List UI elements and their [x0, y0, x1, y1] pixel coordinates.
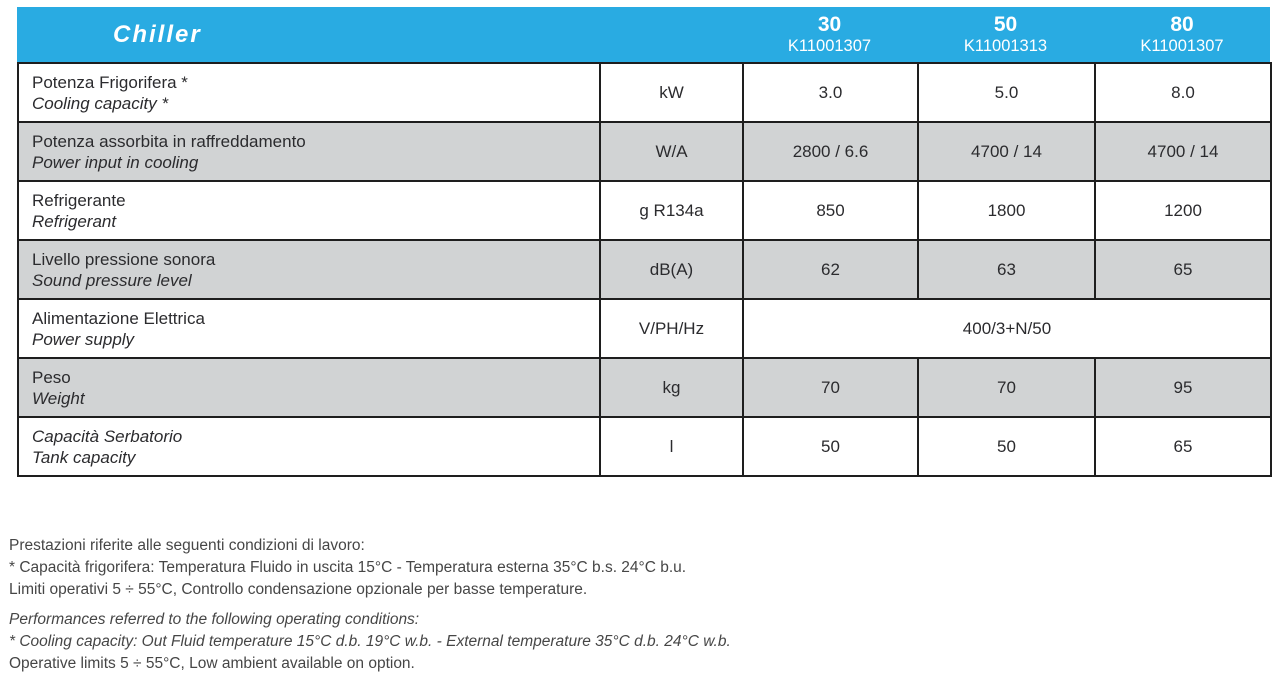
- table-row-tank-capacity: Capacità Serbatorio Tank capacity l 50 5…: [17, 416, 1272, 477]
- row-value-model-50: 63: [917, 239, 1096, 300]
- note-line: Operative limits 5 ÷ 55°C, Low ambient a…: [9, 655, 415, 672]
- row-value-model-80: 95: [1094, 357, 1272, 418]
- model-code: K11001307: [787, 37, 872, 56]
- note-line: Prestazioni riferite alle seguenti condi…: [9, 537, 365, 554]
- label-italian: Capacità Serbatorio: [32, 426, 183, 446]
- label-english: Power supply: [32, 329, 135, 349]
- label-english: Refrigerant: [32, 211, 117, 231]
- model-name: 50: [993, 12, 1018, 36]
- row-value-model-50: 4700 / 14: [917, 121, 1096, 182]
- row-unit: V/PH/Hz: [599, 298, 744, 359]
- note-line: Limiti operativi 5 ÷ 55°C, Controllo con…: [9, 581, 588, 598]
- row-unit: g R134a: [599, 180, 744, 241]
- row-unit: kW: [599, 62, 744, 123]
- row-value-model-80: 8.0: [1094, 62, 1272, 123]
- label-italian: Livello pressione sonora: [32, 249, 216, 269]
- model-code: K11001307: [1140, 37, 1224, 56]
- row-value-model-80: 1200: [1094, 180, 1272, 241]
- model-column-header-30: 30 K11001307: [742, 7, 917, 62]
- row-unit: W/A: [599, 121, 744, 182]
- row-value-model-50: 70: [917, 357, 1096, 418]
- label-italian: Alimentazione Elettrica: [32, 308, 205, 328]
- table-row-weight: Peso Weight kg 70 70 95: [17, 357, 1272, 418]
- label-english: Sound pressure level: [32, 270, 192, 290]
- table-row-sound-pressure: Livello pressione sonora Sound pressure …: [17, 239, 1272, 300]
- table-row-power-supply: Alimentazione Elettrica Power supply V/P…: [17, 298, 1272, 359]
- label-english: Cooling capacity *: [32, 93, 169, 113]
- row-unit: l: [599, 416, 744, 477]
- product-title: Chiller: [113, 20, 202, 48]
- row-unit: dB(A): [599, 239, 744, 300]
- model-name: 80: [1170, 12, 1194, 36]
- table-header-band: Chiller 30 K11001307 50 K11001313 80 K11…: [17, 7, 1270, 62]
- label-italian: Peso: [32, 367, 71, 387]
- row-value-all-models: 400/3+N/50: [742, 298, 1272, 359]
- notes-english: Performances referred to the following o…: [9, 609, 731, 675]
- model-column-header-80: 80 K11001307: [1094, 7, 1270, 62]
- row-unit: kg: [599, 357, 744, 418]
- row-value-model-80: 65: [1094, 239, 1272, 300]
- notes-italian: Prestazioni riferite alle seguenti condi…: [9, 535, 686, 601]
- product-title-cell: Chiller: [17, 7, 742, 62]
- row-value-model-80: 65: [1094, 416, 1272, 477]
- row-label: Peso Weight: [17, 357, 601, 418]
- row-label: Alimentazione Elettrica Power supply: [17, 298, 601, 359]
- row-label: Potenza assorbita in raffreddamento Powe…: [17, 121, 601, 182]
- note-line: * Cooling capacity: Out Fluid temperatur…: [9, 633, 731, 650]
- note-line: * Capacità frigorifera: Temperatura Flui…: [9, 559, 687, 576]
- row-value-model-30: 2800 / 6.6: [742, 121, 919, 182]
- row-value-model-30: 62: [742, 239, 919, 300]
- model-code: K11001313: [963, 37, 1048, 56]
- label-english: Power input in cooling: [32, 152, 199, 172]
- row-label: Capacità Serbatorio Tank capacity: [17, 416, 601, 477]
- spec-table: Potenza Frigorifera * Cooling capacity *…: [17, 62, 1272, 477]
- label-italian: Potenza Frigorifera *: [32, 72, 188, 92]
- table-row-power-input: Potenza assorbita in raffreddamento Powe…: [17, 121, 1272, 182]
- row-label: Livello pressione sonora Sound pressure …: [17, 239, 601, 300]
- row-value-model-80: 4700 / 14: [1094, 121, 1272, 182]
- row-value-model-30: 70: [742, 357, 919, 418]
- label-english: Tank capacity: [32, 447, 136, 467]
- label-italian: Refrigerante: [32, 190, 126, 210]
- row-value-model-50: 50: [917, 416, 1096, 477]
- chiller-spec-table: Chiller 30 K11001307 50 K11001313 80 K11…: [17, 7, 1272, 477]
- label-english: Weight: [32, 388, 85, 408]
- row-value-model-30: 850: [742, 180, 919, 241]
- model-name: 30: [817, 12, 842, 36]
- table-row-refrigerant: Refrigerante Refrigerant g R134a 850 180…: [17, 180, 1272, 241]
- table-row-cooling-capacity: Potenza Frigorifera * Cooling capacity *…: [17, 62, 1272, 123]
- note-line: Performances referred to the following o…: [9, 611, 420, 628]
- row-label: Potenza Frigorifera * Cooling capacity *: [17, 62, 601, 123]
- row-value-model-50: 1800: [917, 180, 1096, 241]
- row-value-model-50: 5.0: [917, 62, 1096, 123]
- row-value-model-30: 50: [742, 416, 919, 477]
- label-italian: Potenza assorbita in raffreddamento: [32, 131, 306, 151]
- model-column-header-50: 50 K11001313: [917, 7, 1094, 62]
- row-label: Refrigerante Refrigerant: [17, 180, 601, 241]
- row-value-model-30: 3.0: [742, 62, 919, 123]
